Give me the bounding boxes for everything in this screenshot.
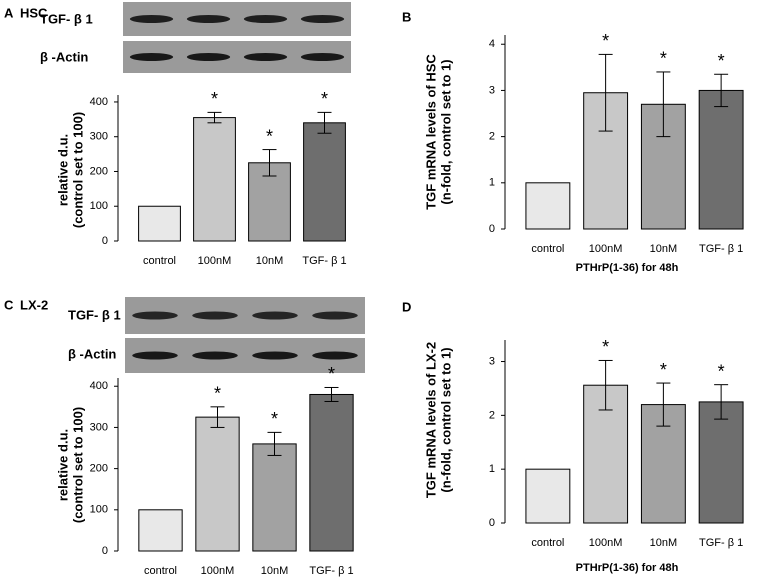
blot-band <box>132 311 178 320</box>
significance-mark: * <box>266 126 273 146</box>
y-axis-label: relative d.u. <box>55 134 70 206</box>
blot-band <box>252 351 298 360</box>
y-tick-label: 2 <box>489 131 495 143</box>
panel-label: B <box>402 9 411 24</box>
x-tick-label: control <box>531 243 564 255</box>
blot-band <box>300 15 345 23</box>
x-tick-label: 100nM <box>589 537 623 549</box>
x-tick-label: TGF- β 1 <box>309 565 353 577</box>
y-tick-label: 1 <box>489 177 495 189</box>
blot-band <box>129 53 174 61</box>
blot-band <box>243 53 288 61</box>
y-tick-label: 3 <box>489 355 495 367</box>
y-axis-label: (control set to 100) <box>70 112 85 228</box>
y-tick-label: 300 <box>90 131 108 143</box>
x-tick-label: 10nM <box>650 243 678 255</box>
bar <box>525 468 571 524</box>
y-tick-label: 0 <box>489 517 495 529</box>
panel-title: LX-2 <box>20 297 48 312</box>
blot-label: β -Actin <box>68 346 116 361</box>
significance-mark: * <box>321 89 328 109</box>
blot-label: TGF- β 1 <box>68 307 121 322</box>
bar <box>525 182 571 230</box>
blot-band <box>300 53 345 61</box>
x-axis-label: PTHrP(1-36) for 48h <box>576 262 679 274</box>
significance-mark: * <box>602 337 609 357</box>
blot-band <box>186 15 231 23</box>
significance-mark: * <box>211 89 218 109</box>
y-tick-label: 200 <box>90 165 108 177</box>
x-tick-label: control <box>531 537 564 549</box>
y-tick-label: 0 <box>102 235 108 247</box>
y-tick-label: 400 <box>90 380 108 392</box>
x-axis-label: PTHrP(1-36) for 48h <box>576 562 679 574</box>
y-tick-label: 300 <box>90 421 108 433</box>
significance-mark: * <box>660 360 667 380</box>
y-tick-label: 0 <box>489 223 495 235</box>
blot-band <box>243 15 288 23</box>
bar <box>193 117 236 242</box>
y-axis-label: (n-fold, control set to 1) <box>438 59 453 204</box>
y-tick-label: 2 <box>489 409 495 421</box>
y-tick-label: 100 <box>90 200 108 212</box>
blot-band <box>252 311 298 320</box>
y-axis-label: TGF mRNA levels of LX-2 <box>423 342 438 498</box>
significance-mark: * <box>718 361 725 381</box>
bar <box>138 205 181 242</box>
x-tick-label: 10nM <box>261 565 289 577</box>
significance-mark: * <box>602 31 609 51</box>
panel-label: A <box>4 5 14 20</box>
bar <box>195 416 240 552</box>
panel-label: C <box>4 297 14 312</box>
x-tick-label: 100nM <box>201 565 235 577</box>
bar <box>309 393 354 552</box>
significance-mark: * <box>214 384 221 404</box>
blot-band <box>132 351 178 360</box>
y-tick-label: 200 <box>90 463 108 475</box>
x-tick-label: control <box>143 255 176 267</box>
significance-mark: * <box>660 49 667 69</box>
y-axis-label: relative d.u. <box>55 429 70 501</box>
y-tick-label: 400 <box>90 96 108 108</box>
y-axis-label: TGF mRNA levels of HSC <box>423 54 438 210</box>
significance-mark: * <box>271 409 278 429</box>
significance-mark: * <box>328 364 335 384</box>
x-tick-label: TGF- β 1 <box>302 255 346 267</box>
panel-title: HSC <box>20 5 48 20</box>
blot-band <box>312 351 358 360</box>
y-tick-label: 0 <box>102 545 108 557</box>
bar <box>698 401 744 524</box>
blot-band <box>129 15 174 23</box>
bar <box>698 89 744 230</box>
significance-mark: * <box>718 51 725 71</box>
y-tick-label: 4 <box>489 38 495 50</box>
bar <box>303 122 346 242</box>
y-tick-label: 1 <box>489 463 495 475</box>
panel-label: D <box>402 299 411 314</box>
x-tick-label: 100nM <box>198 255 232 267</box>
blot-band <box>192 351 238 360</box>
y-tick-label: 3 <box>489 84 495 96</box>
blot-band <box>186 53 231 61</box>
x-tick-label: 10nM <box>650 537 678 549</box>
x-tick-label: TGF- β 1 <box>699 243 743 255</box>
blot-band <box>192 311 238 320</box>
blot-band <box>312 311 358 320</box>
bar <box>252 443 297 552</box>
x-tick-label: 100nM <box>589 243 623 255</box>
blot-label: β -Actin <box>40 49 88 64</box>
bar <box>138 509 183 552</box>
y-tick-label: 100 <box>90 504 108 516</box>
y-axis-label: (control set to 100) <box>70 407 85 523</box>
blot-label: TGF- β 1 <box>40 11 93 26</box>
x-tick-label: 10nM <box>256 255 284 267</box>
x-tick-label: control <box>144 565 177 577</box>
x-tick-label: TGF- β 1 <box>699 537 743 549</box>
y-axis-label: (n-fold, control set to 1) <box>438 347 453 492</box>
